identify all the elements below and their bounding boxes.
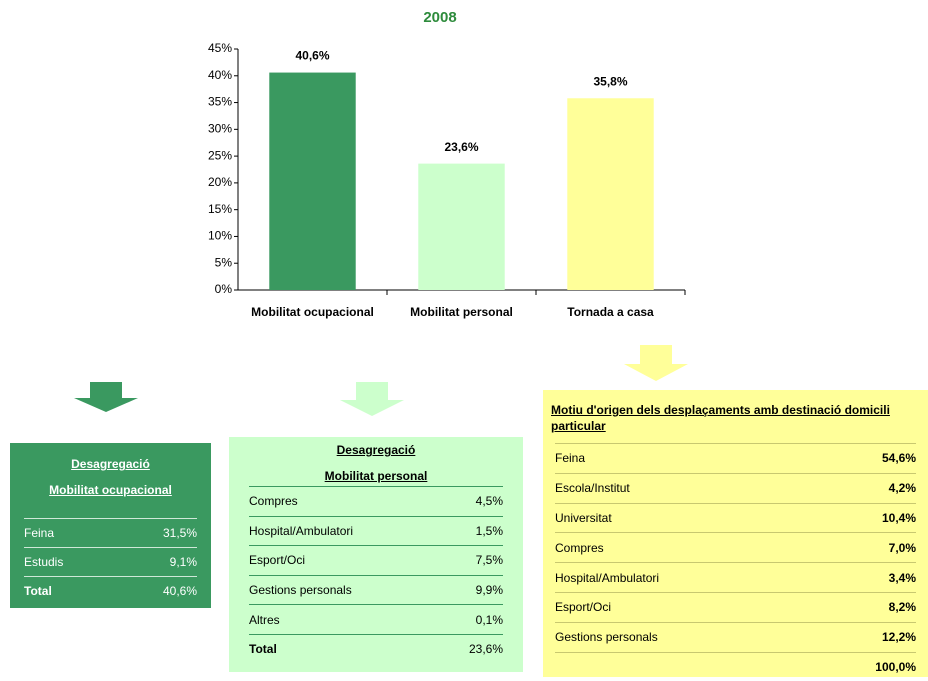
- table-total: Total 23,6%: [249, 634, 503, 664]
- y-tick-label: 45%: [208, 41, 232, 55]
- y-tick-label: 15%: [208, 202, 232, 216]
- row-value: 4,2%: [888, 481, 916, 496]
- table-row: Gestions personals 12,2%: [555, 621, 916, 652]
- row-value: 0,1%: [475, 612, 503, 627]
- y-tick-label: 20%: [208, 175, 232, 189]
- row-label: Esport/Oci: [249, 553, 306, 568]
- row-label: Hospital/Ambulatori: [555, 570, 660, 585]
- table-row: Esport/Oci 8,2%: [555, 592, 916, 622]
- y-tick-label: 35%: [208, 95, 232, 109]
- row-value: 1,5%: [475, 523, 503, 538]
- row-value: 31,5%: [162, 526, 197, 540]
- chart-title: 2008: [423, 9, 456, 26]
- total-label: Total: [24, 584, 52, 598]
- y-tick-label: 10%: [208, 229, 232, 243]
- row-label: Compres: [249, 494, 298, 509]
- row-label: Gestions personals: [249, 583, 352, 598]
- table-total: Total 40,6%: [24, 576, 197, 605]
- row-label: Esport/Oci: [555, 600, 612, 615]
- arrow: [340, 382, 404, 416]
- row-value: 9,1%: [169, 555, 197, 569]
- row-value: 3,4%: [888, 570, 916, 585]
- table-title: Motiu d'origen dels desplaçaments amb de…: [551, 403, 890, 433]
- table-row: Hospital/Ambulatori 1,5%: [249, 515, 503, 546]
- total-label: Total: [249, 642, 277, 657]
- x-tick-label: Mobilitat ocupacional: [251, 305, 374, 319]
- table: Desagregació Mobilitat ocupacional Feina 31…: [10, 443, 211, 608]
- y-tick-label: 25%: [208, 148, 232, 162]
- row-value: 9,9%: [475, 583, 503, 598]
- table-row: Altres 0,1%: [249, 604, 503, 634]
- row-label: Feina: [24, 526, 55, 540]
- row-label: Altres: [249, 612, 280, 627]
- row-value: 7,0%: [888, 540, 916, 555]
- row-label: Feina: [555, 451, 586, 466]
- row-label: Estudis: [24, 555, 64, 569]
- table-row: Feina 31,5%: [24, 518, 197, 547]
- row-value: 12,2%: [881, 630, 916, 645]
- row-value: 7,5%: [475, 553, 503, 568]
- row-label: Gestions personals: [555, 630, 658, 645]
- table-row: Universitat 10,4%: [555, 502, 916, 533]
- row-value: 8,2%: [888, 600, 916, 615]
- table: Desagregació Mobilitat personal Compres 4,5…: [229, 437, 523, 672]
- total-value: 100,0%: [875, 659, 916, 674]
- table-header: Desagregació Mobilitat ocupacional: [10, 443, 211, 503]
- table-row: Hospital/Ambulatori 3,4%: [555, 562, 916, 592]
- table-row: Estudis 9,1%: [24, 547, 197, 576]
- x-tick-label: Mobilitat personal: [410, 305, 513, 319]
- y-tick-label: 5%: [215, 255, 233, 269]
- y-tick-label: 0%: [215, 282, 233, 296]
- table-row: Compres 4,5%: [249, 486, 503, 516]
- row-value: 4,5%: [475, 494, 503, 509]
- data-label: 35,8%: [593, 74, 627, 88]
- table-row: Gestions personals 9,9%: [249, 574, 503, 605]
- table-title: Desagregació: [336, 443, 416, 457]
- table-title: Desagregació: [71, 457, 150, 471]
- table-row: Escola/Institut 4,2%: [555, 472, 916, 503]
- table: Motiu d'origen dels desplaçaments amb de…: [543, 390, 928, 677]
- row-label: Compres: [555, 540, 604, 555]
- row-value: 54,6%: [881, 451, 916, 466]
- row-label: Hospital/Ambulatori: [249, 523, 354, 538]
- arrow: [74, 382, 138, 412]
- row-value: 10,4%: [881, 510, 916, 525]
- table-title: Mobilitat ocupacional: [49, 483, 172, 497]
- row-label: Escola/Institut: [555, 481, 630, 496]
- data-label: 23,6%: [444, 140, 478, 154]
- table-header: Motiu d'origen dels desplaçaments amb de…: [543, 390, 928, 434]
- data-label: 40,6%: [295, 49, 329, 63]
- table-total: 100,0%: [555, 651, 916, 681]
- bar: [567, 98, 654, 290]
- x-tick-label: Tornada a casa: [567, 305, 654, 319]
- total-value: 23,6%: [468, 642, 503, 657]
- y-tick-label: 40%: [208, 68, 232, 82]
- table-row: Esport/Oci 7,5%: [249, 545, 503, 575]
- table-row: Compres 7,0%: [555, 532, 916, 562]
- arrow: [624, 345, 688, 381]
- bar: [269, 72, 356, 290]
- y-tick-label: 30%: [208, 122, 232, 136]
- table-row: Feina 54,6%: [555, 443, 916, 473]
- total-value: 40,6%: [162, 584, 197, 598]
- bar: [418, 163, 505, 290]
- table-header: Desagregació Mobilitat personal: [229, 437, 523, 489]
- row-label: Universitat: [555, 510, 612, 525]
- table-title: Mobilitat personal: [324, 469, 428, 483]
